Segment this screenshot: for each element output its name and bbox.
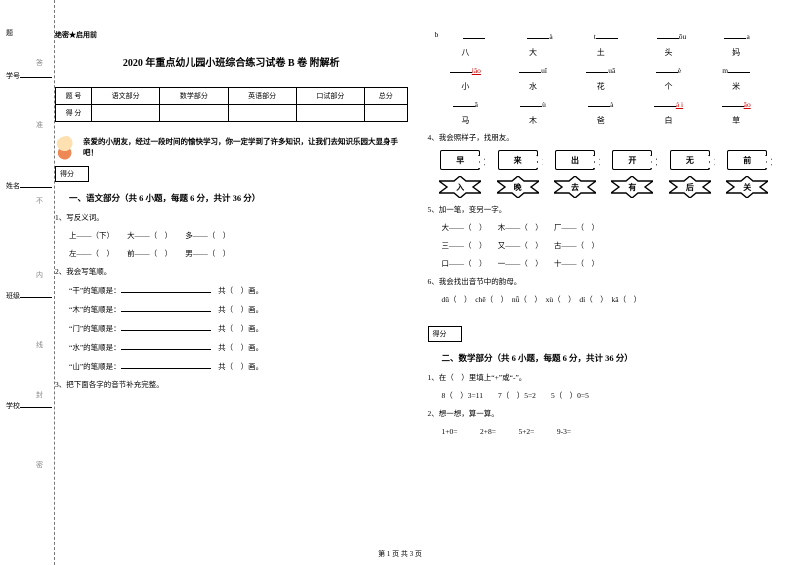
margin-label: 密	[36, 460, 43, 470]
pinyin-row: b à t ōu a	[428, 30, 781, 41]
star: 入	[439, 176, 481, 198]
score-box: 得分	[428, 326, 462, 342]
q2-item: “门”的笔顺是： 共（ ）画。	[55, 322, 408, 335]
q2-item: “水”的笔顺是： 共（ ）画。	[55, 341, 408, 354]
intro-text: 亲爱的小朋友，经过一段时间的愉快学习，你一定学到了许多知识，让我们去知识乐园大显…	[83, 136, 408, 159]
score-box: 得分	[55, 166, 89, 182]
char-row: 八大土头妈	[428, 47, 781, 58]
section-title-chinese: 一、语文部分（共 6 小题，每题 6 分，共计 36 分）	[55, 192, 408, 204]
margin-label: 线	[36, 340, 43, 350]
star: 后	[669, 176, 711, 198]
q5-row: 大——（ ） 木——（ ） 厂——（ ）	[428, 222, 781, 234]
flag: 开	[612, 150, 652, 170]
score-table: 题 号 语文部分 数学部分 英语部分 口试部分 总分 得 分	[55, 87, 408, 122]
mq2-header: 2、想一想，算一算。	[428, 408, 781, 420]
q6-header: 6、我会找出音节中的韵母。	[428, 276, 781, 288]
star: 关	[726, 176, 768, 198]
q1-row: 左——（ ） 前——（ ） 男——（ ）	[55, 248, 408, 260]
flags-row: 早 来 出 开 无 前	[428, 150, 781, 170]
binding-margin: 题 学号 答 准 姓名 不 内 班级 线 学校 封 密	[0, 0, 55, 565]
q5-row: 三——（ ） 又——（ ） 古——（ ）	[428, 240, 781, 252]
cartoon-icon	[55, 136, 79, 160]
margin-label: 答	[36, 58, 43, 68]
q2-header: 2、我会写笔顺。	[55, 266, 408, 278]
table-row: 题 号 语文部分 数学部分 英语部分 口试部分 总分	[56, 88, 408, 105]
q2-item: “木”的笔顺是： 共（ ）画。	[55, 303, 408, 316]
table-row: 得 分	[56, 105, 408, 122]
star: 有	[611, 176, 653, 198]
margin-field-class: 班级	[6, 290, 52, 301]
page: 绝密★启用前 2020 年重点幼儿园小班综合练习试卷 B 卷 附解析 题 号 语…	[0, 0, 800, 565]
mq1-row: 8（ ）3=11 7（ ）5=2 5（ ）0=5	[428, 390, 781, 402]
margin-field-id: 学号	[6, 70, 52, 81]
flag: 前	[727, 150, 767, 170]
paper-title: 2020 年重点幼儿园小班综合练习试卷 B 卷 附解析	[55, 54, 408, 69]
mq2-row: 1+0= 2+8= 5+2= 9-3=	[428, 426, 781, 438]
intro: 亲爱的小朋友，经过一段时间的愉快学习，你一定学到了许多知识，让我们去知识乐园大显…	[55, 136, 408, 160]
q2-item: “山”的笔顺是： 共（ ）画。	[55, 360, 408, 373]
margin-field-school: 学校	[6, 400, 52, 411]
section-title-math: 二、数学部分（共 6 小题，每题 6 分，共计 36 分）	[428, 352, 781, 364]
pinyin-row: iǎo uǐ uā è m	[428, 64, 781, 75]
q5-row: 口——（ ） 一——（ ） 十——（ ）	[428, 258, 781, 270]
margin-label: 内	[36, 270, 43, 280]
flag: 出	[555, 150, 595, 170]
q1-header: 1、写反义词。	[55, 212, 408, 224]
margin-label: 封	[36, 390, 43, 400]
char-row: 小水花个米	[428, 81, 781, 92]
margin-label: 不	[36, 196, 43, 206]
flag: 无	[670, 150, 710, 170]
q4-header: 4、我会照样子，找朋友。	[428, 132, 781, 144]
q6-row: dū（ ） chē（ ） nǚ（ ） xù（ ） dí（ ） kǎ（ ）	[428, 294, 781, 306]
right-column: b à t ōu a 八大土头妈 iǎo uǐ uā è m 小水花个米 ǎ ù…	[428, 30, 781, 550]
q3-header: 3、把下面各字的音节补充完整。	[55, 379, 408, 391]
left-column: 绝密★启用前 2020 年重点幼儿园小班综合练习试卷 B 卷 附解析 题 号 语…	[55, 30, 408, 550]
margin-field-name: 姓名	[6, 180, 52, 191]
pinyin-row: ǎ ù à á i ǎo	[428, 98, 781, 109]
page-footer: 第 1 页 共 3 页	[0, 549, 800, 559]
flag: 早	[440, 150, 480, 170]
char-row: 马木爸白草	[428, 115, 781, 126]
star: 去	[554, 176, 596, 198]
q5-header: 5、加一笔，变另一字。	[428, 204, 781, 216]
q1-row: 上——（下） 大——（ ） 多——（ ）	[55, 230, 408, 242]
margin-label: 准	[36, 120, 43, 130]
margin-label: 题	[6, 28, 13, 38]
star: 晚	[497, 176, 539, 198]
stars-row: 入 晚 去 有 后 关	[428, 176, 781, 198]
q2-item: “干”的笔顺是： 共（ ）画。	[55, 284, 408, 297]
confidential-seal: 绝密★启用前	[55, 30, 408, 40]
flag: 来	[498, 150, 538, 170]
mq1-header: 1、在（ ）里填上“+”或“-”。	[428, 372, 781, 384]
